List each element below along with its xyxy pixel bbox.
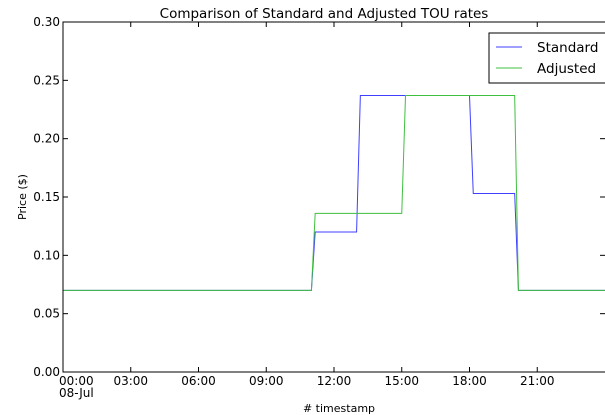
series-layer [63,95,605,291]
legend-label-standard: Standard [537,40,598,56]
y-tick-label: 0.15 [33,190,60,204]
x-tick-label: 00:00 [59,374,94,388]
y-tick-label: 0.25 [33,73,60,87]
x-tick-label: 03:00 [113,374,148,388]
y-tick-label: 0.10 [33,248,60,262]
x-tick-label: 18:00 [452,374,487,388]
legend-label-adjusted: Adjusted [537,61,596,77]
y-tick-label: 0.30 [33,15,60,29]
x-axis-title: # timestamp [303,402,375,415]
x-date-label: 08-Jul [59,386,94,400]
x-tick-label: 21:00 [520,374,555,388]
ticks-layer: 0.00 0.05 0.10 0.15 0.20 0.25 0.30 00:00 03:00 06… [33,15,605,388]
x-tick-label: 09:00 [249,374,284,388]
legend-box [488,32,605,84]
x-tick-label: 12:00 [317,374,352,388]
series-line-adjusted [63,95,605,291]
y-tick-label: 0.20 [33,132,60,146]
x-tick-label: 06:00 [181,374,216,388]
legend: Standard Adjusted [488,32,605,84]
chart-title: Comparison of Standard and Adjusted TOU … [160,6,489,22]
y-tick-label: 0.00 [33,365,60,379]
y-tick-label: 0.05 [33,307,60,321]
series-line-standard [63,95,605,291]
x-tick-label: 15:00 [384,374,419,388]
y-axis-title: Price ($) [16,174,29,220]
